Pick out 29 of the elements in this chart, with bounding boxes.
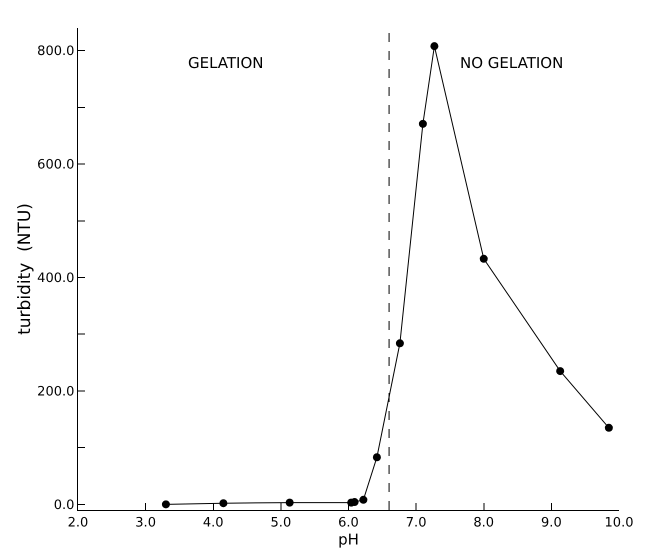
point <box>480 254 488 263</box>
point <box>604 424 613 432</box>
point <box>396 339 404 348</box>
y-tick-label: 600.0 <box>37 158 74 173</box>
x-tick-label: 8.0 <box>473 516 494 531</box>
x-tick-label: 2.0 <box>68 516 88 531</box>
x-tick-label: 5.0 <box>270 516 292 531</box>
point <box>372 453 381 462</box>
y-axis-title: turbidity (NTU) <box>15 203 36 335</box>
point <box>556 367 564 376</box>
x-axis-title: pH <box>338 530 359 549</box>
annotation: NO GELATION <box>460 54 564 72</box>
point <box>162 500 170 508</box>
point <box>359 496 368 504</box>
point <box>219 499 228 508</box>
y-tick-label: 200.0 <box>37 384 74 400</box>
y-tick-label: 0.0 <box>54 498 74 513</box>
x-tick-label: 7.0 <box>406 516 426 531</box>
x-tick-label: 6.0 <box>338 516 359 531</box>
point <box>286 498 294 507</box>
x-tick-label: 4.0 <box>202 516 224 531</box>
annotation: GELATION <box>188 54 264 72</box>
x-tick-label: 3.0 <box>135 516 156 531</box>
point <box>430 42 438 50</box>
x-tick-label: 9.0 <box>541 516 562 531</box>
x-tick-label: 10.0 <box>604 516 634 531</box>
point <box>418 120 427 128</box>
y-tick-label: 400.0 <box>37 271 74 286</box>
y-tick-label: 800.0 <box>37 44 74 60</box>
